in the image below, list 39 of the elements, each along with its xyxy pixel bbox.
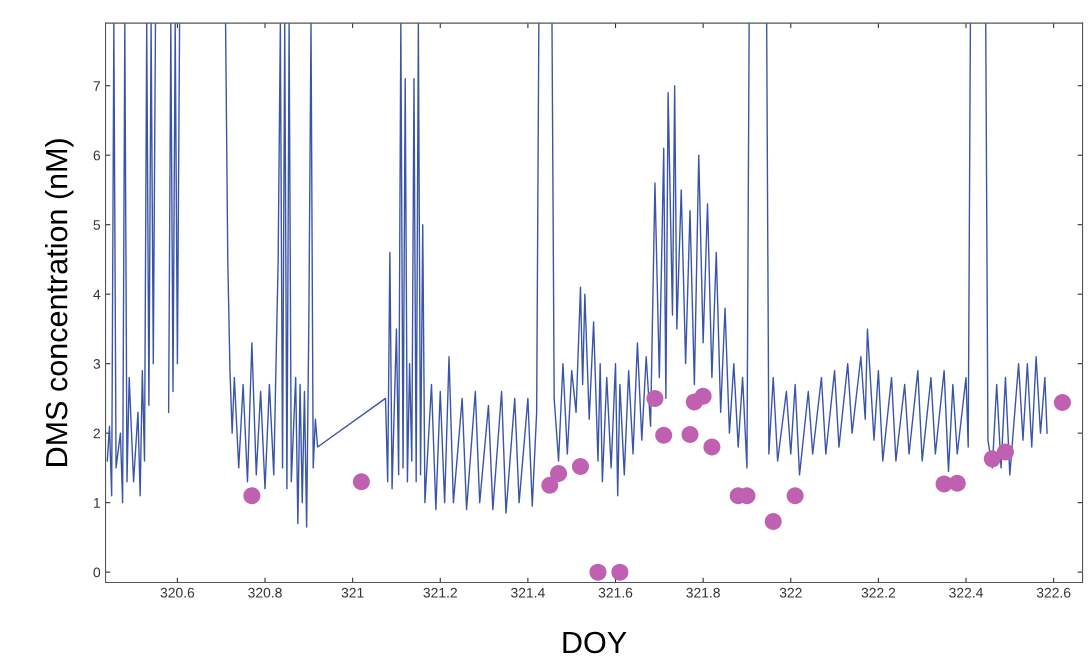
x-tick-label: 322.2 [861, 587, 896, 598]
y-tick-label: 3 [93, 359, 101, 369]
point [589, 563, 607, 581]
point [996, 443, 1014, 461]
x-tick-label: 320.8 [248, 587, 282, 598]
point [550, 464, 568, 482]
point [764, 512, 782, 530]
x-tick-label: 320.6 [160, 587, 195, 598]
y-tick-label: 0 [93, 567, 101, 578]
y-axis-title: DMS concentration (nM) [45, 139, 74, 466]
x-tick-label: 321.4 [511, 587, 545, 598]
point [948, 474, 966, 492]
point [611, 563, 629, 581]
point [571, 458, 589, 476]
point [655, 426, 673, 444]
x-tick-label: 321.6 [598, 587, 633, 598]
point [352, 473, 370, 491]
y-tick-label: 2 [93, 428, 100, 439]
y-tick-label: 1 [94, 498, 100, 508]
x-tick-label: 321 [341, 587, 364, 598]
y-tick-label: 4 [93, 289, 101, 300]
point [983, 450, 1001, 468]
x-tick-label: 322.4 [949, 587, 983, 598]
point [541, 476, 559, 494]
x-tick-label: 321.8 [686, 587, 720, 598]
y-tick-label: 6 [93, 150, 101, 161]
y-tick-label: 5 [93, 220, 101, 230]
x-tick-label: 322.6 [1036, 587, 1071, 598]
x-tick-label: 322 [779, 587, 802, 598]
point [646, 389, 664, 407]
x-axis-title: DOY [563, 631, 627, 654]
point [694, 387, 712, 405]
point [243, 487, 261, 505]
point [681, 426, 699, 444]
point [703, 438, 721, 456]
x-tick-label: 321.2 [423, 587, 457, 598]
point [786, 487, 804, 505]
point [1053, 394, 1071, 412]
y-tick-label: 7 [93, 81, 100, 91]
